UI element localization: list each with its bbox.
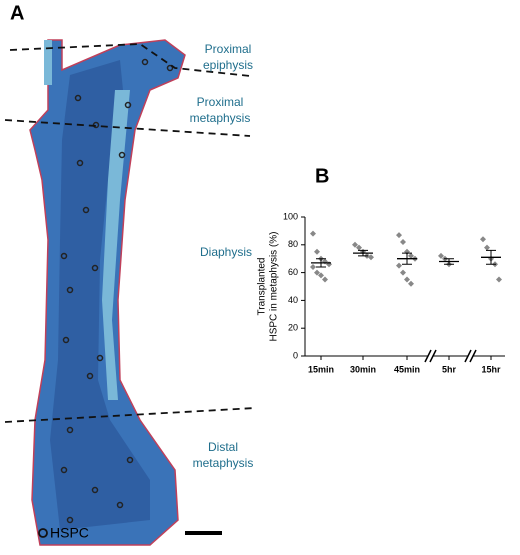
x-tick-label: 15min	[308, 364, 334, 374]
data-point	[356, 244, 362, 251]
region-dividers	[4, 43, 256, 423]
legend-label: HSPC	[50, 525, 89, 541]
y-tick-label: 60	[288, 267, 298, 277]
axis-break	[424, 349, 437, 363]
data-point	[314, 248, 320, 255]
data-point	[408, 252, 414, 259]
region-label: Proximal	[197, 95, 244, 109]
y-tick-label: 20	[288, 323, 298, 333]
region-label: Diaphysis	[200, 245, 252, 259]
data-point	[310, 230, 316, 237]
panel-letter: A	[10, 2, 24, 24]
data-point	[318, 272, 324, 279]
marrow	[50, 60, 150, 530]
data-point	[314, 269, 320, 276]
y-tick-label: 100	[283, 211, 298, 221]
data-point	[484, 244, 490, 251]
error-bar	[358, 249, 368, 257]
hspc-markers	[60, 58, 174, 524]
data-point	[396, 262, 402, 269]
legend-marker	[38, 528, 48, 538]
y-axis-label: Transplanted	[257, 258, 268, 316]
y-axis-label: HSPC in metaphysis (%)	[269, 231, 280, 341]
y-tick-label: 80	[288, 239, 298, 249]
region-label: metaphysis	[190, 111, 251, 125]
data-point	[404, 276, 410, 283]
tissue-strip	[44, 40, 52, 85]
data-point	[496, 276, 502, 283]
x-tick-label: 15hr	[481, 364, 501, 374]
data-point	[480, 236, 486, 243]
error-bar	[444, 258, 454, 265]
panel-letter: B	[315, 165, 329, 187]
axis-break	[464, 349, 477, 363]
data-point	[368, 254, 374, 261]
scale-bar	[185, 531, 222, 535]
data-point	[438, 252, 444, 259]
data-point	[322, 276, 328, 283]
region-label: epiphysis	[203, 58, 253, 72]
y-tick-label: 0	[293, 350, 298, 360]
x-tick-label: 45min	[394, 364, 420, 374]
error-bar	[316, 258, 326, 268]
y-tick-label: 40	[288, 295, 298, 305]
x-tick-label: 5hr	[442, 364, 457, 374]
region-label: metaphysis	[193, 456, 254, 470]
bone-cortex	[102, 90, 130, 400]
region-label: Distal	[208, 440, 238, 454]
data-point	[408, 280, 414, 287]
data-point	[352, 241, 358, 248]
region-label: Proximal	[205, 42, 252, 56]
error-bar	[486, 249, 496, 265]
data-point	[310, 264, 316, 271]
x-tick-label: 30min	[350, 364, 376, 374]
data-point	[400, 269, 406, 276]
data-point	[396, 232, 402, 239]
error-bar	[402, 252, 412, 265]
data-point	[400, 239, 406, 246]
